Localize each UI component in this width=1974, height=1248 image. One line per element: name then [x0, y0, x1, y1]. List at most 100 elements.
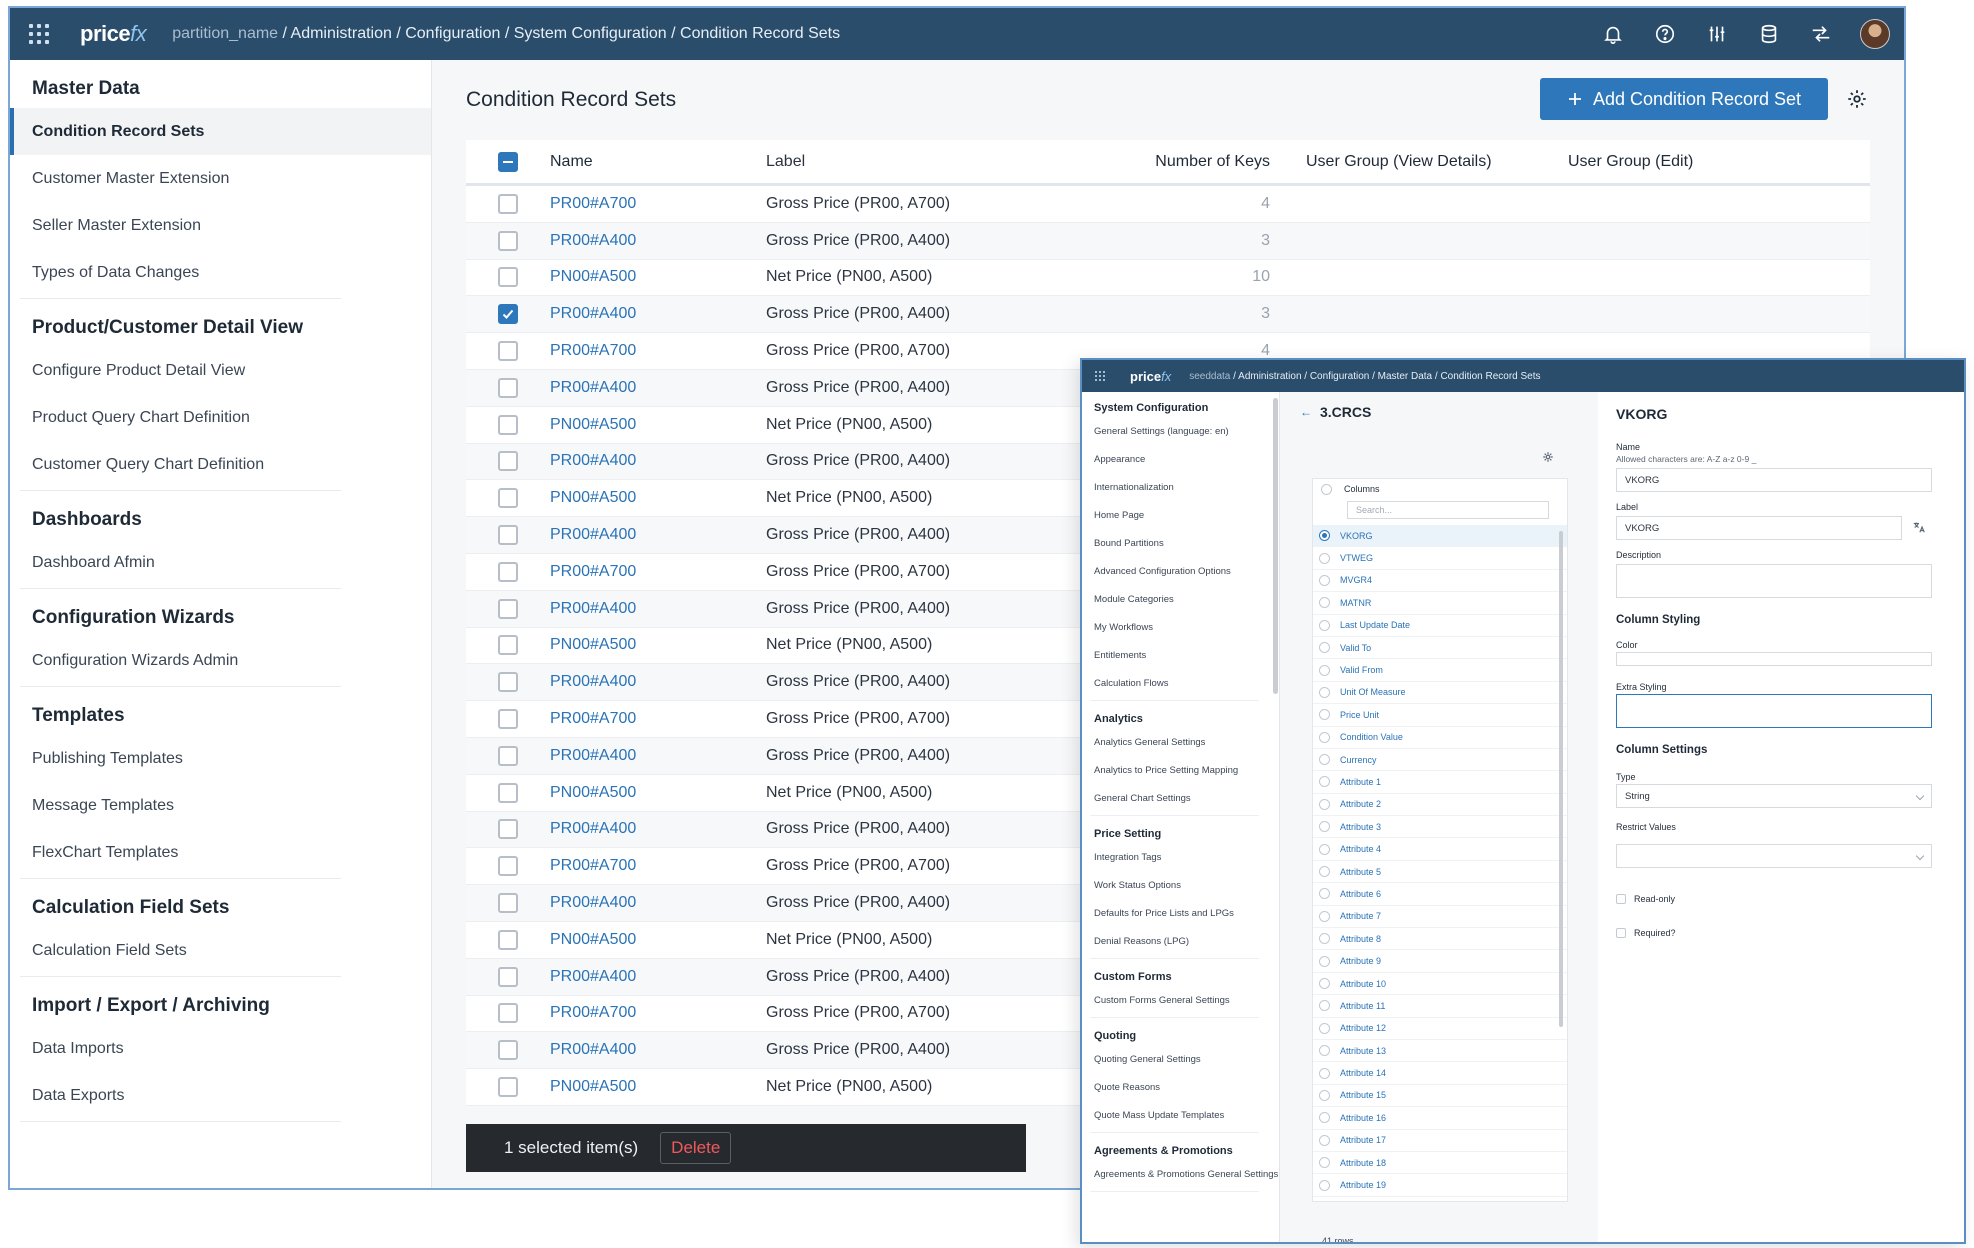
column-list-item[interactable]: Valid From	[1313, 659, 1567, 682]
column-list-item[interactable]: Attribute 6	[1313, 883, 1567, 906]
overlay-sidebar-item-quote-mass-update-templates[interactable]: Quote Mass Update Templates	[1094, 1110, 1225, 1121]
row-checkbox[interactable]	[498, 672, 518, 693]
column-radio[interactable]	[1319, 709, 1330, 721]
type-select[interactable]: String	[1616, 784, 1932, 808]
color-input[interactable]	[1616, 652, 1932, 666]
record-name-link[interactable]: PR00#A400	[550, 599, 637, 617]
column-list-item[interactable]: Attribute 13	[1313, 1040, 1567, 1063]
column-list-item[interactable]: Last Update Date	[1313, 615, 1567, 637]
column-radio[interactable]	[1319, 664, 1330, 676]
switch-partition-icon[interactable]	[1808, 21, 1834, 47]
column-radio[interactable]	[1319, 888, 1330, 900]
column-list-item[interactable]: Attribute 8	[1313, 928, 1567, 951]
record-name-link[interactable]: PR00#A400	[550, 967, 637, 985]
column-radio[interactable]	[1319, 754, 1330, 766]
column-header-user-group-view[interactable]: User Group (View Details)	[1306, 152, 1492, 170]
row-checkbox[interactable]	[498, 267, 518, 288]
column-radio[interactable]	[1319, 686, 1330, 698]
row-checkbox[interactable]	[498, 377, 518, 398]
overlay-sidebar-item-analytics-general-settings[interactable]: Analytics General Settings	[1094, 737, 1206, 748]
record-name-link[interactable]: PR00#A700	[550, 1004, 637, 1022]
overlay-sidebar-item-appearance[interactable]: Appearance	[1094, 454, 1146, 465]
overlay-pricefx-logo[interactable]: pricefx	[1130, 368, 1172, 384]
columns-select-radio[interactable]	[1321, 483, 1332, 495]
column-list-item[interactable]: Attribute 19	[1313, 1174, 1567, 1197]
column-list-item[interactable]: MVGR4	[1313, 570, 1567, 593]
record-name-link[interactable]: PN00#A500	[550, 415, 637, 433]
row-checkbox[interactable]	[498, 745, 518, 766]
column-list-item[interactable]: Attribute 17	[1313, 1130, 1567, 1152]
overlay-sidebar-item-entitlements[interactable]: Entitlements	[1094, 650, 1147, 661]
breadcrumb-path[interactable]: / Administration / Configuration / Syste…	[278, 25, 841, 42]
sidebar-item-customer-query-chart-definition[interactable]: Customer Query Chart Definition	[32, 455, 265, 473]
record-name-link[interactable]: PR00#A400	[550, 305, 637, 323]
sidebar-item-dashboard-afmin[interactable]: Dashboard Afmin	[32, 553, 155, 571]
record-name-link[interactable]: PR00#A400	[550, 746, 637, 764]
row-checkbox[interactable]	[498, 966, 518, 987]
description-textarea[interactable]	[1616, 564, 1932, 598]
overlay-sidebar-item-denial-reasons-lpg[interactable]: Denial Reasons (LPG)	[1094, 936, 1190, 947]
record-name-link[interactable]: PN00#A500	[550, 636, 637, 654]
overlay-sidebar-scrollbar[interactable]	[1273, 398, 1278, 694]
column-radio[interactable]	[1319, 552, 1330, 564]
sidebar-item-types-of-data-changes[interactable]: Types of Data Changes	[32, 263, 200, 281]
sidebar-item-data-exports[interactable]: Data Exports	[32, 1086, 125, 1104]
row-checkbox[interactable]	[498, 341, 518, 362]
column-radio[interactable]	[1319, 821, 1330, 833]
row-checkbox[interactable]	[498, 635, 518, 656]
overlay-sidebar-item-module-categories[interactable]: Module Categories	[1094, 594, 1174, 605]
column-radio[interactable]	[1319, 843, 1330, 855]
record-name-link[interactable]: PN00#A500	[550, 783, 637, 801]
record-name-link[interactable]: PR00#A400	[550, 673, 637, 691]
row-checkbox[interactable]	[498, 304, 518, 325]
overlay-sidebar-item-quote-reasons[interactable]: Quote Reasons	[1094, 1082, 1161, 1093]
column-header-number-of-keys[interactable]: Number of Keys	[1155, 152, 1270, 170]
column-header-name[interactable]: Name	[550, 152, 593, 170]
record-name-link[interactable]: PR00#A700	[550, 194, 637, 212]
column-radio[interactable]	[1319, 1179, 1330, 1191]
column-radio[interactable]	[1319, 1157, 1330, 1169]
record-name-link[interactable]: PR00#A700	[550, 710, 637, 728]
record-name-link[interactable]: PR00#A400	[550, 452, 637, 470]
overlay-sidebar-item-agreements-promotions-general-settings[interactable]: Agreements & Promotions General Settings	[1094, 1169, 1279, 1180]
record-name-link[interactable]: PR00#A700	[550, 342, 637, 360]
overlay-sidebar-item-analytics-to-price-setting-mapping[interactable]: Analytics to Price Setting Mapping	[1094, 765, 1239, 776]
record-name-link[interactable]: PR00#A400	[550, 526, 637, 544]
overlay-sidebar-item-custom-forms-general-settings[interactable]: Custom Forms General Settings	[1094, 995, 1230, 1006]
record-name-link[interactable]: PR00#A700	[550, 562, 637, 580]
column-radio[interactable]	[1319, 955, 1330, 967]
column-radio[interactable]	[1319, 1067, 1330, 1079]
column-list-item[interactable]: Unit Of Measure	[1313, 682, 1567, 705]
overlay-sidebar-item-my-workflows[interactable]: My Workflows	[1094, 622, 1153, 633]
read-only-checkbox-row[interactable]: Read-only	[1616, 894, 1675, 904]
pricefx-logo[interactable]: pricefx	[80, 21, 147, 46]
sidebar-item-seller-master-extension[interactable]: Seller Master Extension	[32, 216, 201, 234]
column-header-user-group-edit[interactable]: User Group (Edit)	[1568, 152, 1694, 170]
table-row[interactable]: PN00#A500 Net Price (PN00, A500) 10	[466, 260, 1870, 297]
add-condition-record-set-button[interactable]: Add Condition Record Set	[1540, 78, 1828, 120]
label-input[interactable]: VKORG	[1616, 516, 1902, 540]
column-list-item[interactable]: Attribute 1	[1313, 771, 1567, 794]
sidebar-item-configure-product-detail-view[interactable]: Configure Product Detail View	[32, 361, 246, 379]
column-radio[interactable]	[1319, 1000, 1330, 1012]
column-list-item[interactable]: Attribute 15	[1313, 1085, 1567, 1108]
column-list-item[interactable]: Attribute 10	[1313, 973, 1567, 996]
column-list-item[interactable]: Attribute 7	[1313, 906, 1567, 929]
column-radio[interactable]	[1319, 1134, 1330, 1146]
columns-scrollbar[interactable]	[1559, 531, 1563, 1027]
column-radio[interactable]	[1319, 1022, 1330, 1034]
overlay-sidebar-item-internationalization[interactable]: Internationalization	[1094, 482, 1174, 493]
row-checkbox[interactable]	[498, 709, 518, 730]
columns-gear-icon[interactable]	[1542, 450, 1554, 462]
record-name-link[interactable]: PR00#A400	[550, 1041, 637, 1059]
row-checkbox[interactable]	[498, 929, 518, 950]
read-only-checkbox[interactable]	[1616, 894, 1626, 904]
column-list-item[interactable]: Attribute 5	[1313, 861, 1567, 884]
record-name-link[interactable]: PN00#A500	[550, 489, 637, 507]
column-radio[interactable]	[1319, 776, 1330, 788]
overlay-sidebar-item-work-status-options[interactable]: Work Status Options	[1094, 880, 1181, 891]
select-all-checkbox[interactable]	[498, 151, 518, 172]
column-list-item[interactable]: Attribute 2	[1313, 794, 1567, 817]
column-list-item[interactable]: Attribute 18	[1313, 1152, 1567, 1175]
column-list-item[interactable]: Attribute 4	[1313, 838, 1567, 861]
